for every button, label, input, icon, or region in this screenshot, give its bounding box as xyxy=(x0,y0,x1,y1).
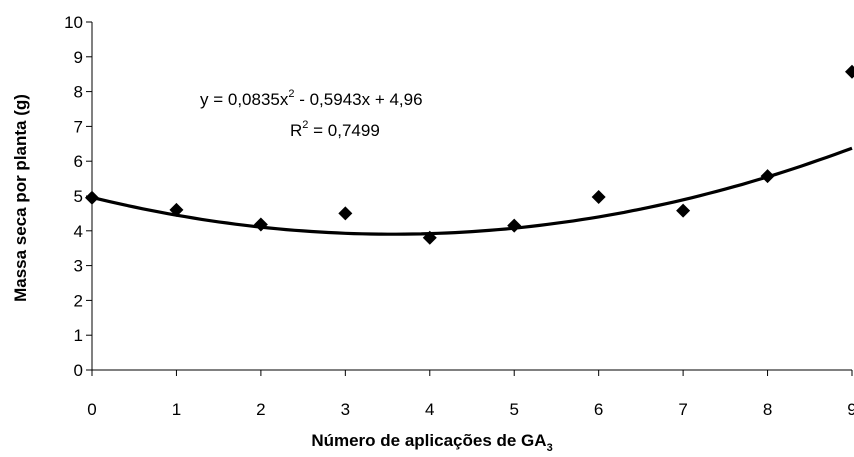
x-tick-label: 6 xyxy=(594,400,603,419)
y-tick-label: 10 xyxy=(64,13,83,32)
data-point xyxy=(591,190,606,205)
x-tick-label: 1 xyxy=(172,400,181,419)
data-point xyxy=(253,217,268,232)
y-tick-label: 0 xyxy=(74,361,83,380)
x-axis-title: Número de aplicações de GA3 xyxy=(311,431,552,454)
data-point xyxy=(676,203,691,218)
y-tick-label: 6 xyxy=(74,152,83,171)
y-tick-label: 9 xyxy=(74,48,83,67)
y-axis-title: Massa seca por planta (g) xyxy=(11,94,30,302)
x-tick-label: 0 xyxy=(87,400,96,419)
y-tick-label: 8 xyxy=(74,83,83,102)
trendline-equation: y = 0,0835x2 - 0,5943x + 4,96 xyxy=(200,88,423,109)
x-tick-label: 7 xyxy=(678,400,687,419)
y-tick-label: 3 xyxy=(74,257,83,276)
y-tick-label: 4 xyxy=(74,222,83,241)
x-axis: 0 1 2 3 4 5 6 7 8 9 xyxy=(87,369,854,419)
data-point xyxy=(422,230,437,245)
y-tick-label: 5 xyxy=(74,187,83,206)
x-tick-label: 9 xyxy=(847,400,854,419)
y-tick-label: 2 xyxy=(74,291,83,310)
data-point xyxy=(760,169,775,184)
x-tick-label: 2 xyxy=(256,400,265,419)
x-tick-label: 5 xyxy=(509,400,518,419)
y-tick-label: 7 xyxy=(74,117,83,136)
data-point xyxy=(338,206,353,221)
trendline-r2: R2 = 0,7499 xyxy=(290,119,380,140)
data-point xyxy=(85,190,99,205)
trendline-curve xyxy=(91,146,853,236)
y-axis: 0 1 2 3 4 5 6 7 8 9 10 xyxy=(64,13,93,380)
x-tick-label: 4 xyxy=(425,400,434,419)
data-point xyxy=(845,64,854,79)
data-point xyxy=(507,218,522,233)
data-point xyxy=(169,202,184,217)
x-tick-label: 8 xyxy=(763,400,772,419)
x-tick-label: 3 xyxy=(341,400,350,419)
y-tick-label: 1 xyxy=(74,326,83,345)
data-points xyxy=(85,64,854,245)
